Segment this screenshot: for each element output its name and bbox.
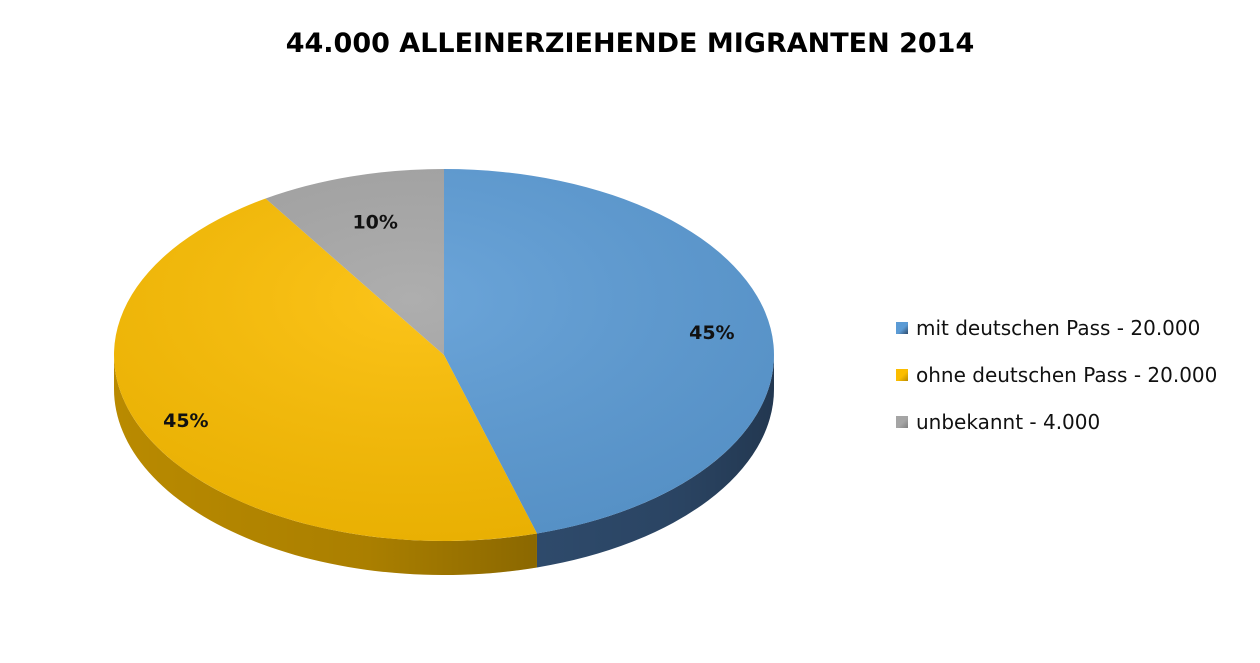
- data-label-0: 45%: [689, 322, 734, 344]
- pie-data-labels: 45% 45% 10%: [163, 211, 734, 432]
- legend-swatch: [896, 368, 908, 381]
- legend-item-unbekannt: unbekannt - 4.000: [896, 398, 1217, 445]
- pie-top-sheen: [114, 169, 774, 541]
- pie-tops: [113, 169, 774, 541]
- legend-swatch: [896, 415, 908, 428]
- legend-item-mit-pass: mit deutschen Pass - 20.000: [896, 304, 1217, 351]
- legend-label: ohne deutschen Pass - 20.000: [916, 362, 1218, 387]
- chart-title: 44.000 ALLEINERZIEHENDE MIGRANTEN 2014: [285, 28, 975, 59]
- legend-label: mit deutschen Pass - 20.000: [916, 315, 1201, 340]
- legend: mit deutschen Pass - 20.000 ohne deutsch…: [896, 304, 1217, 445]
- legend-label: unbekannt - 4.000: [916, 409, 1101, 434]
- data-label-2: 10%: [352, 211, 397, 233]
- legend-swatch: [896, 321, 908, 334]
- legend-item-ohne-pass: ohne deutschen Pass - 20.000: [896, 351, 1217, 398]
- pie-slice-side-shade-1: [114, 355, 537, 575]
- pie-slice-side-shade-0: [536, 355, 774, 568]
- pie-sides: [114, 355, 774, 575]
- data-label-1: 45%: [163, 410, 208, 432]
